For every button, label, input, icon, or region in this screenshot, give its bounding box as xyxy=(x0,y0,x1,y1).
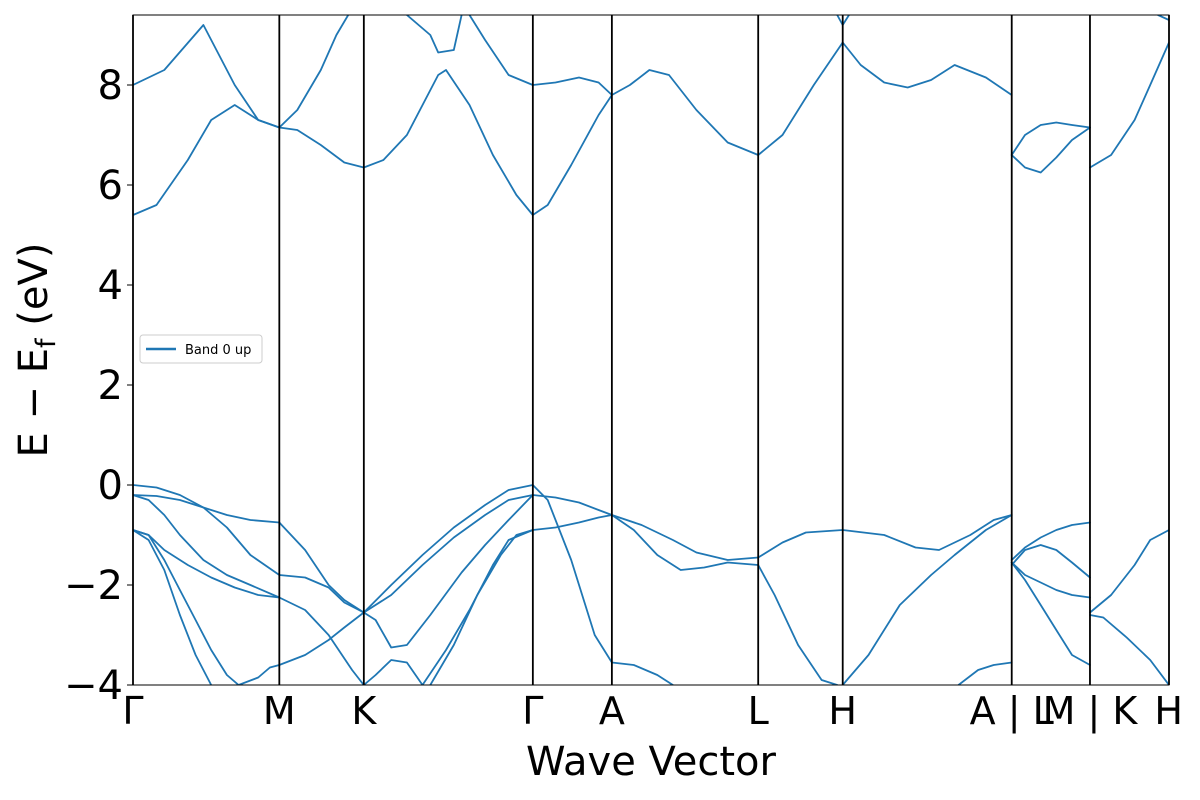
plot-frame xyxy=(132,14,1170,686)
legend-box xyxy=(139,334,263,364)
band-curve-0-18 xyxy=(133,494,281,524)
band-curve-0-49 xyxy=(1089,614,1169,685)
band-curve-0-27 xyxy=(362,484,534,614)
band-curve-0-7 xyxy=(531,76,613,96)
band-curve-0-29 xyxy=(362,494,534,649)
band-curve-0-10 xyxy=(757,41,844,156)
band-curve-0-42 xyxy=(841,514,1013,685)
band-curve-0-37 xyxy=(611,514,760,561)
band-curve-0-36 xyxy=(611,661,674,685)
band-curve-0-38 xyxy=(611,514,760,571)
x-tick-label-8: M | K xyxy=(1043,689,1139,734)
band-curve-0-6 xyxy=(468,15,534,86)
x-axis-ticks: Γ M K Γ A L H A | LM | K H xyxy=(122,689,1183,734)
x-tick-label-3: Γ xyxy=(522,689,543,733)
band-curve-0-40 xyxy=(757,564,839,685)
band-curve-0-33 xyxy=(531,484,613,664)
y-axis-label-main: E − E xyxy=(11,348,57,458)
band-curve-0-9 xyxy=(611,69,760,156)
y-tick-label-1: −2 xyxy=(64,563,123,609)
band-curve-0-11 xyxy=(841,41,1013,96)
high-symmetry-lines xyxy=(132,15,1170,685)
band-curve-0-28 xyxy=(362,494,534,614)
band-curve-0-39 xyxy=(757,529,844,559)
band-curve-0-23 xyxy=(278,521,365,614)
band-curve-0-44 xyxy=(1010,521,1091,561)
band-curve-0-35 xyxy=(531,514,613,531)
band-curve-0-47 xyxy=(1010,561,1091,666)
band-curve-0-15 xyxy=(1089,41,1169,169)
band-curve-0-45 xyxy=(1010,544,1091,579)
band-curve-0-13 xyxy=(1010,126,1091,174)
band-curve-0-41 xyxy=(841,514,1013,551)
band-curve-0-21 xyxy=(133,529,213,685)
band-curve-0-0 xyxy=(133,24,281,129)
y-tick-label-2: 0 xyxy=(98,463,123,509)
band-curve-0-1 xyxy=(133,104,281,216)
y-tick-label-3: 2 xyxy=(98,363,123,409)
legend-label: Band 0 up xyxy=(185,343,251,358)
x-tick-label-5: L xyxy=(748,689,769,733)
band-curve-0-25 xyxy=(278,596,365,685)
band-curve-0-4 xyxy=(362,69,534,216)
y-axis-label: E − Ef (eV) xyxy=(11,243,62,458)
band-curve-0-22 xyxy=(133,529,281,685)
band-curve-0-48 xyxy=(1089,529,1169,614)
x-tick-label-7: A | L xyxy=(970,689,1054,734)
y-axis-label-unit: (eV) xyxy=(11,243,57,339)
band-curve-0-46 xyxy=(1010,561,1091,599)
y-tick-label-4: 4 xyxy=(98,263,123,309)
band-curve-0-19 xyxy=(133,494,281,599)
band-curve-0-8 xyxy=(531,94,613,216)
band-curve-0-24 xyxy=(278,574,365,614)
x-tick-label-4: A xyxy=(599,689,625,733)
x-tick-label-9: H xyxy=(1154,689,1183,733)
x-tick-label-1: M xyxy=(263,689,296,733)
band-curve-0-34 xyxy=(531,494,613,516)
y-tick-label-0: −4 xyxy=(64,663,123,709)
band-curve-0-14 xyxy=(1010,121,1091,156)
x-tick-label-0: Γ xyxy=(122,689,143,733)
x-tick-label-6: H xyxy=(828,689,857,733)
band-curve-0-3 xyxy=(278,15,350,129)
band-curve-0-30 xyxy=(362,659,424,685)
band-curve-0-32 xyxy=(429,529,534,685)
band-curve-0-16 xyxy=(1157,15,1169,21)
legend: Band 0 up xyxy=(139,334,263,364)
band-lines xyxy=(133,15,1169,685)
y-tick-label-6: 8 xyxy=(98,63,123,109)
band-curve-0-26 xyxy=(278,611,365,666)
y-axis-ticks: −4 −2 0 2 4 6 8 xyxy=(64,63,133,709)
x-axis-label: Wave Vector xyxy=(526,739,777,785)
band-curve-0-5 xyxy=(406,15,463,54)
y-axis-label-subscript: f xyxy=(31,337,62,348)
y-tick-label-5: 6 xyxy=(98,163,123,209)
band-curve-0-43 xyxy=(957,661,1013,685)
x-tick-label-2: K xyxy=(351,689,377,733)
band-curve-0-2 xyxy=(278,126,365,169)
